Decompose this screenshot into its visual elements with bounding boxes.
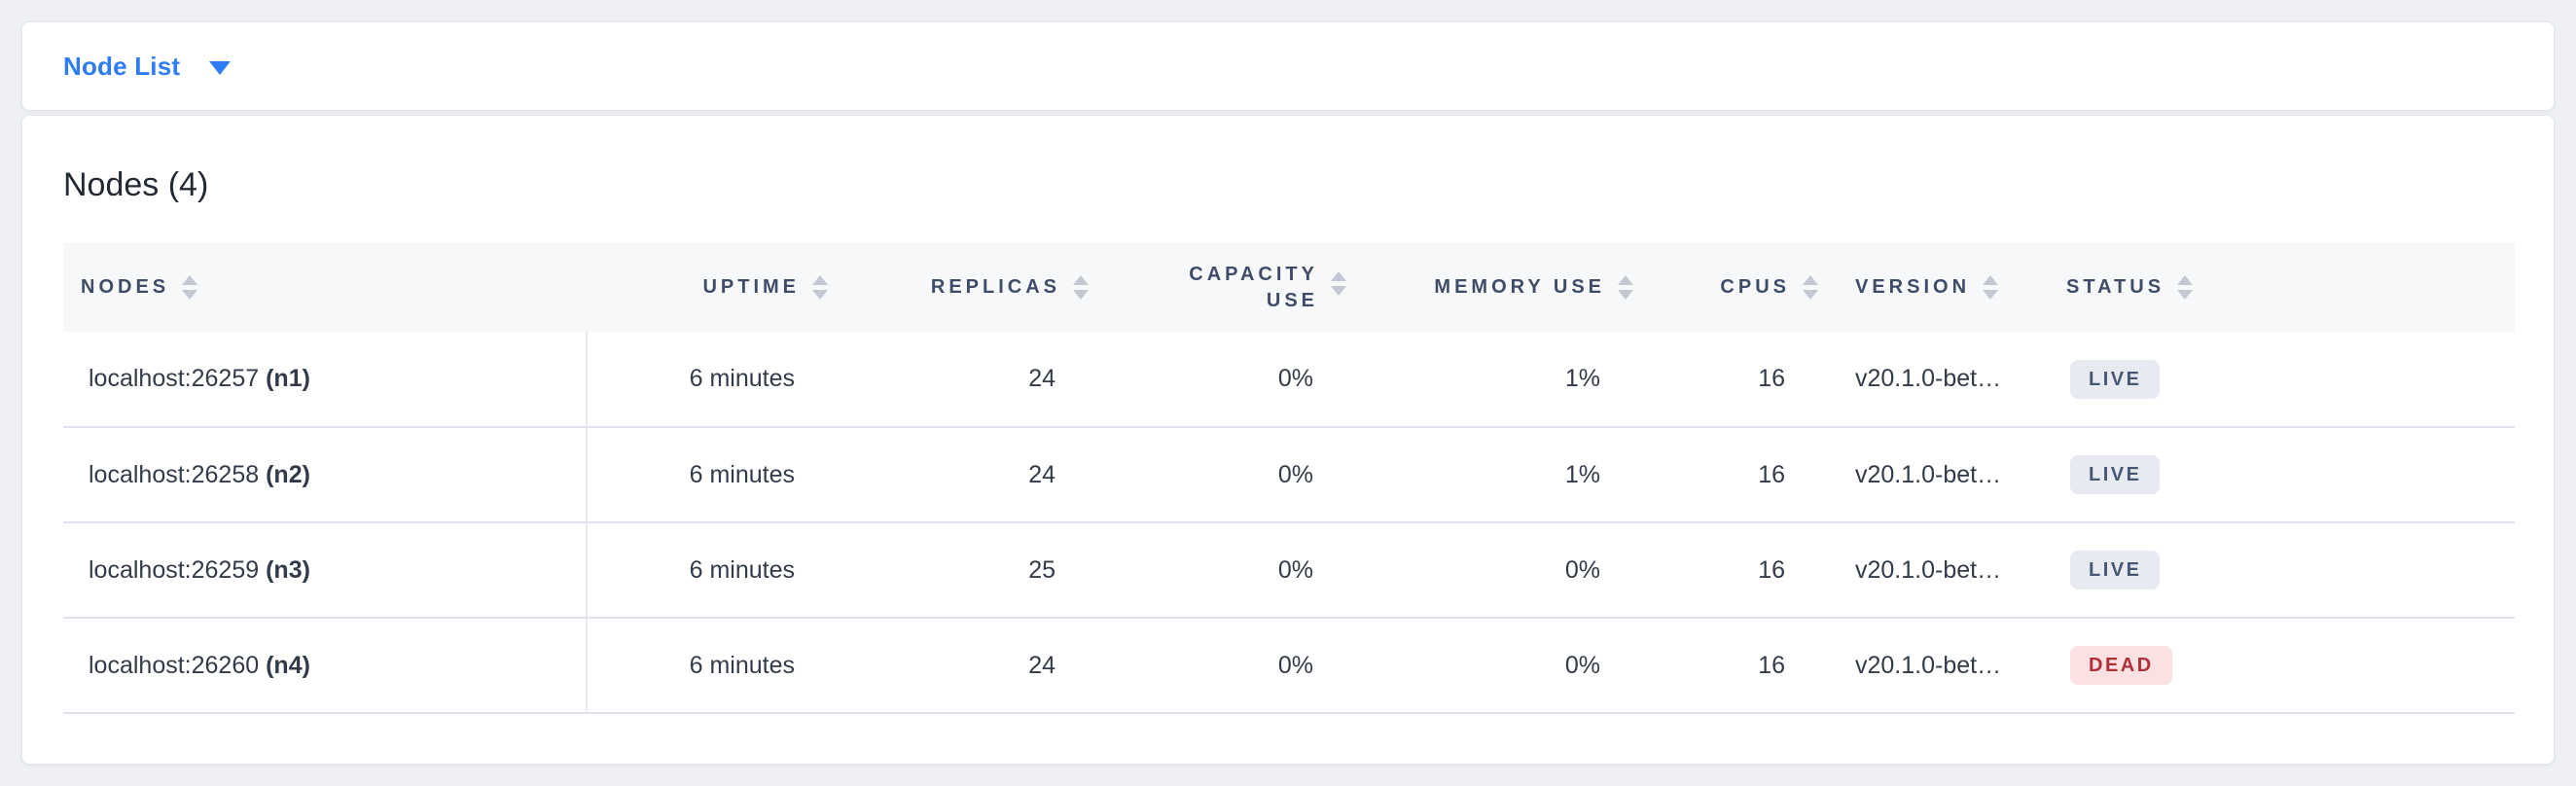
column-header-status[interactable]: STATUS bbox=[2051, 242, 2515, 332]
sort-desc-arrow bbox=[812, 289, 828, 300]
node-address: localhost:26258 bbox=[89, 460, 260, 488]
table-row[interactable]: localhost:26259 (n3) 6 minutes 25 0% 0% 16 v20… bbox=[63, 522, 2515, 619]
column-header-uptime[interactable]: UPTIME bbox=[587, 242, 841, 332]
cell-status: LIVE bbox=[2051, 427, 2515, 523]
cell-nodes: localhost:26258 (n2) bbox=[63, 427, 588, 523]
cell-status: DEAD bbox=[2051, 618, 2515, 714]
column-header-cpus[interactable]: CPUS bbox=[1647, 242, 1832, 332]
node-id: (n4) bbox=[266, 651, 310, 679]
node-list-dropdown-label: Node List bbox=[63, 51, 181, 81]
cell-version: v20.1.0-bet… bbox=[1832, 618, 2051, 714]
cell-replicas: 24 bbox=[841, 332, 1102, 428]
cell-status: LIVE bbox=[2051, 332, 2515, 428]
cell-uptime: 6 minutes bbox=[587, 427, 841, 523]
column-label-capacity_use: CAPACITY USE bbox=[1189, 264, 1318, 311]
cell-cpus: 16 bbox=[1647, 522, 1832, 619]
nodes-table: NODES UPTIME REPLICAS CAPACITY USE MEMORY US… bbox=[63, 242, 2515, 714]
column-label-replicas: REPLICAS bbox=[930, 275, 1060, 298]
cell-capacity_use: 0% bbox=[1102, 522, 1360, 619]
sort-desc-arrow bbox=[1073, 289, 1089, 300]
cell-nodes: localhost:26259 (n3) bbox=[63, 522, 588, 619]
sort-arrows-icon[interactable] bbox=[1983, 274, 1999, 300]
column-label-uptime: UPTIME bbox=[702, 275, 800, 298]
sort-desc-arrow bbox=[1331, 286, 1346, 296]
sort-desc-arrow bbox=[1803, 289, 1818, 300]
status-badge: DEAD bbox=[2070, 646, 2172, 685]
cell-memory_use: 0% bbox=[1360, 522, 1647, 619]
sort-arrows-icon[interactable] bbox=[2177, 274, 2194, 300]
column-header-replicas[interactable]: REPLICAS bbox=[841, 242, 1102, 332]
cell-replicas: 24 bbox=[841, 427, 1102, 523]
cell-status: LIVE bbox=[2051, 522, 2515, 619]
chevron-down-icon bbox=[209, 60, 232, 75]
cell-cpus: 16 bbox=[1647, 332, 1832, 428]
table-row[interactable]: localhost:26257 (n1) 6 minutes 24 0% 1% 16 v20… bbox=[63, 332, 2515, 428]
cell-capacity_use: 0% bbox=[1102, 427, 1360, 523]
column-header-memory_use[interactable]: MEMORY USE bbox=[1360, 242, 1647, 332]
sort-asc-arrow bbox=[1983, 274, 1999, 285]
node-address: localhost:26259 bbox=[89, 555, 260, 584]
sort-asc-arrow bbox=[1073, 274, 1089, 285]
column-label-status: STATUS bbox=[2066, 275, 2165, 298]
cell-capacity_use: 0% bbox=[1102, 618, 1360, 714]
table-row[interactable]: localhost:26258 (n2) 6 minutes 24 0% 1% 16 v20… bbox=[63, 427, 2515, 523]
cell-nodes: localhost:26260 (n4) bbox=[63, 618, 588, 714]
cell-replicas: 24 bbox=[841, 618, 1102, 714]
sort-asc-arrow bbox=[182, 274, 198, 285]
sort-asc-arrow bbox=[1331, 271, 1346, 281]
column-label-cpus: CPUS bbox=[1720, 275, 1790, 298]
cell-nodes: localhost:26257 (n1) bbox=[63, 332, 588, 428]
sort-desc-arrow bbox=[182, 289, 198, 300]
cell-replicas: 25 bbox=[841, 522, 1102, 619]
sort-asc-arrow bbox=[1618, 274, 1633, 285]
page-title: Nodes (4) bbox=[63, 166, 209, 203]
sort-arrows-icon[interactable] bbox=[1073, 274, 1089, 300]
cell-memory_use: 0% bbox=[1360, 618, 1647, 714]
sort-arrows-icon[interactable] bbox=[182, 274, 198, 300]
cell-version: v20.1.0-bet… bbox=[1832, 427, 2051, 523]
sort-arrows-icon[interactable] bbox=[1331, 271, 1346, 296]
column-label-nodes: NODES bbox=[81, 275, 170, 298]
cell-memory_use: 1% bbox=[1360, 427, 1647, 523]
node-address: localhost:26260 bbox=[89, 651, 260, 679]
node-list-dropdown[interactable]: Node List bbox=[63, 51, 232, 82]
node-address: localhost:26257 bbox=[89, 365, 260, 392]
sort-desc-arrow bbox=[2177, 289, 2194, 300]
cell-version: v20.1.0-bet… bbox=[1832, 522, 2051, 619]
cell-memory_use: 1% bbox=[1360, 332, 1647, 428]
topbar: Node List bbox=[21, 21, 2555, 111]
cell-uptime: 6 minutes bbox=[587, 332, 841, 428]
status-badge: LIVE bbox=[2070, 359, 2161, 399]
table-header: NODES UPTIME REPLICAS CAPACITY USE MEMORY US… bbox=[63, 242, 2515, 332]
status-badge: LIVE bbox=[2070, 455, 2161, 494]
sort-asc-arrow bbox=[1803, 274, 1818, 285]
table-header-row: NODES UPTIME REPLICAS CAPACITY USE MEMORY US… bbox=[63, 242, 2515, 332]
table-row[interactable]: localhost:26260 (n4) 6 minutes 24 0% 0% 16 v20… bbox=[63, 618, 2515, 714]
column-header-version[interactable]: VERSION bbox=[1832, 242, 2051, 332]
nodes-panel: Nodes (4) NODES UPTIME REPLICAS CAPACITY US… bbox=[21, 115, 2555, 765]
node-id: (n3) bbox=[266, 555, 310, 584]
column-label-version: VERSION bbox=[1855, 275, 1971, 298]
sort-arrows-icon[interactable] bbox=[1803, 274, 1818, 300]
sort-asc-arrow bbox=[2177, 274, 2194, 285]
cell-uptime: 6 minutes bbox=[587, 618, 841, 714]
cell-cpus: 16 bbox=[1647, 618, 1832, 714]
sort-arrows-icon[interactable] bbox=[1618, 274, 1633, 300]
table-body: localhost:26257 (n1) 6 minutes 24 0% 1% 16 v20… bbox=[63, 332, 2515, 714]
column-header-capacity_use[interactable]: CAPACITY USE bbox=[1102, 242, 1360, 332]
status-badge: LIVE bbox=[2070, 551, 2161, 590]
cell-version: v20.1.0-bet… bbox=[1832, 332, 2051, 428]
cell-cpus: 16 bbox=[1647, 427, 1832, 523]
column-label-memory_use: MEMORY USE bbox=[1434, 275, 1605, 298]
node-id: (n2) bbox=[266, 460, 310, 488]
sort-desc-arrow bbox=[1983, 289, 1999, 300]
sort-arrows-icon[interactable] bbox=[812, 274, 828, 300]
column-header-nodes[interactable]: NODES bbox=[63, 242, 587, 332]
sort-asc-arrow bbox=[812, 274, 828, 285]
sort-desc-arrow bbox=[1618, 289, 1633, 300]
cell-capacity_use: 0% bbox=[1102, 332, 1360, 428]
cell-uptime: 6 minutes bbox=[587, 522, 841, 619]
node-id: (n1) bbox=[266, 365, 310, 392]
